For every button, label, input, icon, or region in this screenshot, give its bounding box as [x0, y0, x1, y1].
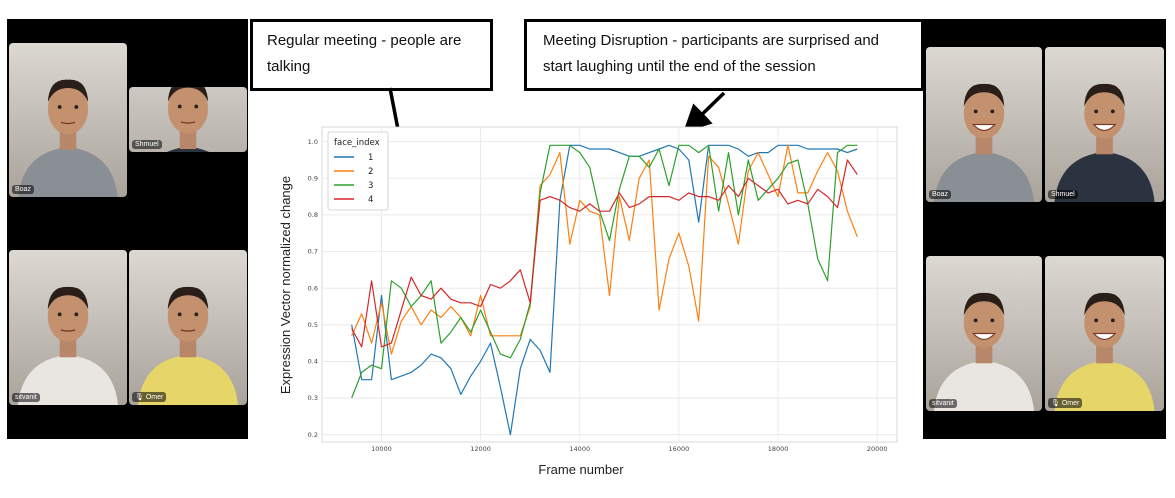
- y-tick-label-8: 1.0: [308, 138, 318, 146]
- participant-name-badge: 🎙 Omer: [132, 392, 167, 402]
- participant-video-icon: [129, 87, 247, 152]
- participant-tile-omer-before[interactable]: 🎙 Omer: [129, 250, 247, 405]
- series-line-1: [351, 144, 858, 436]
- callout-regular-meeting: Regular meeting - people are talking: [250, 19, 493, 91]
- legend-label-1: 1: [368, 153, 373, 163]
- x-axis-label: Frame number: [538, 462, 624, 477]
- legend-label-2: 2: [368, 167, 373, 177]
- callout-regular-meeting-text: Regular meeting - people are talking: [267, 32, 462, 75]
- tick-labels: 0.2 0.3 0.4 0.5 0.6 0.7 0.8 0.9 1.0 10000 12000 140…: [308, 138, 888, 453]
- callout-meeting-disruption-text: Meeting Disruption - participants are su…: [543, 32, 879, 75]
- y-tick-label-2: 0.4: [308, 358, 318, 366]
- series-line-3: [351, 144, 858, 399]
- participant-video-icon: [9, 43, 127, 197]
- plot-area: [321, 126, 898, 443]
- y-tick-label-5: 0.7: [308, 248, 318, 256]
- legend-label-4: 4: [368, 195, 373, 205]
- participant-video-icon: [129, 250, 247, 405]
- x-tick-label-3: 16000: [669, 445, 690, 453]
- x-tick-label-5: 20000: [867, 445, 888, 453]
- y-tick-label-7: 0.9: [308, 174, 318, 182]
- y-axis-label: Expression Vector normalized change: [278, 176, 293, 394]
- participant-name-badge: sitvanit: [12, 393, 40, 402]
- legend-label-3: 3: [368, 181, 373, 191]
- participant-tile-omer-after[interactable]: 🎙 Omer: [1045, 256, 1164, 411]
- participant-video-icon: [9, 250, 127, 405]
- participant-tile-shmuel-after[interactable]: Shmuel: [1045, 47, 1164, 202]
- participant-name-badge: Shmuel: [132, 140, 162, 149]
- participant-tile-sitvanit-after[interactable]: sitvanit: [926, 256, 1042, 411]
- grid: [322, 127, 897, 442]
- x-tick-label-0: 10000: [371, 445, 392, 453]
- participant-video-icon: [926, 47, 1042, 202]
- participant-name-badge: sitvanit: [929, 399, 957, 408]
- y-tick-label-6: 0.8: [308, 211, 318, 219]
- legend-title: face_index: [334, 138, 380, 148]
- participant-tile-shmuel-before[interactable]: Shmuel: [129, 87, 247, 152]
- participant-name-badge: Boaz: [12, 185, 34, 194]
- participant-tile-sitvanit-before[interactable]: sitvanit: [9, 250, 127, 405]
- participant-tile-boaz-after[interactable]: Boaz: [926, 47, 1042, 202]
- participant-video-icon: [1045, 47, 1164, 202]
- participant-name-badge: Shmuel: [1048, 190, 1078, 199]
- line-chart: 0.2 0.3 0.4 0.5 0.6 0.7 0.8 0.9 1.0 10000 12000 140…: [278, 126, 898, 477]
- callout-meeting-disruption: Meeting Disruption - participants are su…: [524, 19, 924, 91]
- participant-video-icon: [1045, 256, 1164, 411]
- participant-tile-boaz-before[interactable]: Boaz: [9, 43, 127, 197]
- legend-box: [327, 131, 389, 211]
- y-tick-label-4: 0.6: [308, 284, 318, 292]
- video-grid-after: Boaz Shmuel sitvanit 🎙 Omer: [923, 19, 1166, 439]
- y-tick-label-3: 0.5: [308, 321, 318, 329]
- video-grid-before: Boaz Shmuel sitvanit 🎙 Omer: [7, 19, 248, 439]
- participant-video-icon: [926, 256, 1042, 411]
- legend: face_index 1 2 3 4: [327, 131, 389, 211]
- x-tick-label-2: 14000: [569, 445, 590, 453]
- y-tick-label-0: 0.2: [308, 431, 318, 439]
- participant-name-badge: 🎙 Omer: [1048, 398, 1083, 408]
- series-lines: [351, 144, 858, 436]
- series-line-4: [351, 159, 858, 348]
- x-tick-label-4: 18000: [768, 445, 789, 453]
- x-tick-label-1: 12000: [470, 445, 491, 453]
- participant-name-badge: Boaz: [929, 190, 951, 199]
- y-tick-label-1: 0.3: [308, 394, 318, 402]
